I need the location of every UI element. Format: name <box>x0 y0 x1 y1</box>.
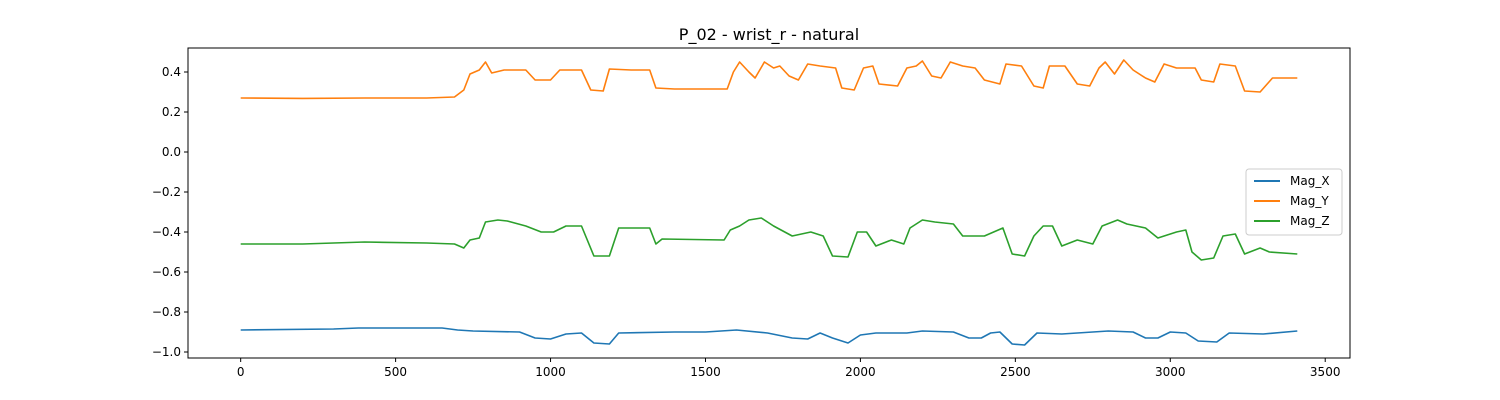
x-tick-label: 2000 <box>845 365 876 379</box>
legend-label: Mag_Y <box>1290 194 1329 208</box>
legend-box <box>1245 168 1343 236</box>
series-layer <box>240 59 1298 346</box>
y-tick-label: 0.0 <box>162 145 181 159</box>
series-line-mag-x <box>240 327 1298 346</box>
x-tick-label: 2500 <box>1000 365 1031 379</box>
x-axis: 0 500 1000 1500 2000 2500 3000 3500 <box>237 358 1341 379</box>
x-tick-label: 3500 <box>1310 365 1341 379</box>
legend-label: Mag_Z <box>1290 214 1330 228</box>
y-tick-label: −0.4 <box>152 225 181 239</box>
plot-frame <box>187 47 1351 359</box>
x-tick-label: 500 <box>384 365 407 379</box>
x-tick-label: 1500 <box>690 365 721 379</box>
y-tick-label: −0.8 <box>152 305 181 319</box>
x-tick-label: 1000 <box>535 365 566 379</box>
legend: Mag_X Mag_Y Mag_Z <box>1245 168 1343 236</box>
x-tick-label: 0 <box>237 365 245 379</box>
y-tick-label: 0.2 <box>162 105 181 119</box>
y-axis: −1.0 −0.8 −0.6 −0.4 −0.2 0.0 0.2 0.4 <box>152 65 188 359</box>
y-tick-label: −0.6 <box>152 265 181 279</box>
y-tick-label: −0.2 <box>152 185 181 199</box>
y-tick-label: 0.4 <box>162 65 181 79</box>
legend-label: Mag_X <box>1290 174 1330 188</box>
x-tick-label: 3000 <box>1155 365 1186 379</box>
y-tick-label: −1.0 <box>152 345 181 359</box>
chart-title: P_02 - wrist_r - natural <box>679 25 859 45</box>
series-line-mag-y <box>240 59 1298 100</box>
series-line-mag-z <box>240 217 1298 261</box>
